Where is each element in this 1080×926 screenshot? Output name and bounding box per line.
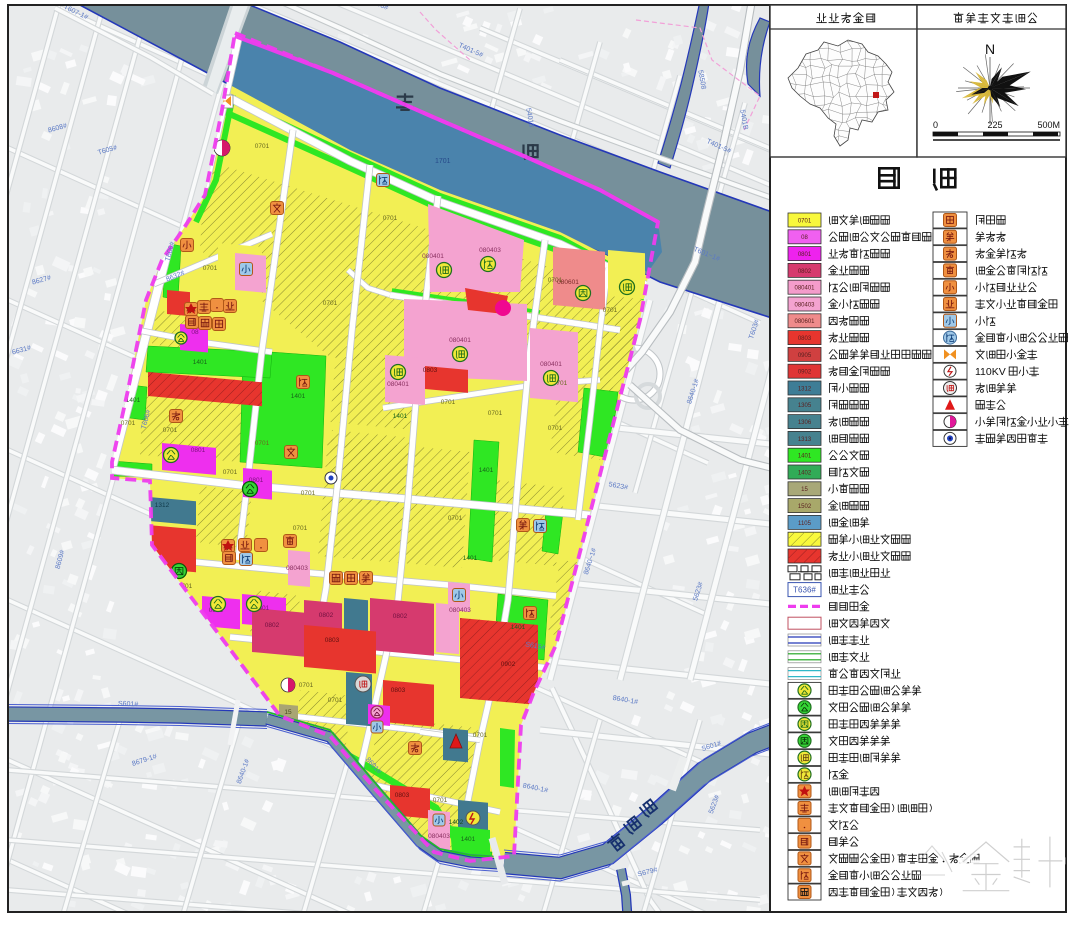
svg-text:1401: 1401 <box>461 836 476 843</box>
svg-text:0701: 0701 <box>603 307 618 314</box>
svg-text:0701: 0701 <box>163 427 178 434</box>
svg-text:0802: 0802 <box>393 613 408 620</box>
svg-text:N: N <box>985 41 995 57</box>
svg-text:8609#: 8609# <box>55 549 67 570</box>
svg-text:T606#: T606# <box>141 409 153 430</box>
svg-text:0701: 0701 <box>323 300 338 307</box>
svg-text:0902: 0902 <box>501 661 516 668</box>
svg-text:080401: 080401 <box>540 361 562 368</box>
svg-text:0701: 0701 <box>121 420 136 427</box>
svg-text:1402: 1402 <box>798 470 812 476</box>
svg-text:5401B: 5401B <box>738 109 748 130</box>
svg-text:080401: 080401 <box>449 337 471 344</box>
svg-text:0803: 0803 <box>395 792 410 799</box>
svg-text:0801: 0801 <box>191 447 206 454</box>
svg-text:080403: 080403 <box>428 833 450 840</box>
svg-text:080401: 080401 <box>794 286 815 292</box>
svg-text:110KV: 110KV <box>975 366 1006 378</box>
svg-text:080601: 080601 <box>794 319 815 325</box>
svg-text:1401: 1401 <box>393 413 408 420</box>
svg-text:1401: 1401 <box>798 454 812 460</box>
svg-text:0803: 0803 <box>325 637 340 644</box>
svg-text:15: 15 <box>801 487 808 493</box>
svg-text:1312: 1312 <box>155 502 170 509</box>
svg-text:080601: 080601 <box>557 279 579 286</box>
svg-text:0701: 0701 <box>203 265 218 272</box>
svg-text:1401: 1401 <box>511 624 526 631</box>
svg-text:080403: 080403 <box>286 565 308 572</box>
svg-text:1502: 1502 <box>798 504 812 510</box>
svg-text:0701: 0701 <box>548 277 563 284</box>
svg-text:1401: 1401 <box>463 555 478 562</box>
svg-text:0701: 0701 <box>301 490 316 497</box>
svg-text:0803: 0803 <box>423 367 438 374</box>
svg-text:0701: 0701 <box>448 515 463 522</box>
svg-text:1305: 1305 <box>798 403 812 409</box>
svg-text:0802: 0802 <box>319 612 334 619</box>
svg-text:0701: 0701 <box>798 218 812 224</box>
svg-text:T606#: T606# <box>165 241 177 262</box>
svg-text:0701: 0701 <box>255 440 270 447</box>
svg-text:080403: 080403 <box>449 607 471 614</box>
svg-text:S601#: S601# <box>118 701 139 709</box>
svg-text:54018: 54018 <box>524 108 534 128</box>
svg-text:080403: 080403 <box>794 302 815 308</box>
svg-text:0802: 0802 <box>265 622 280 629</box>
svg-text:58508: 58508 <box>696 70 706 90</box>
svg-text:0701: 0701 <box>299 682 314 689</box>
svg-text:1312: 1312 <box>798 386 812 392</box>
svg-text:0701: 0701 <box>473 732 488 739</box>
svg-text:080401: 080401 <box>387 381 409 388</box>
svg-text:0701: 0701 <box>488 410 503 417</box>
svg-text:08: 08 <box>191 329 199 336</box>
svg-text:0701: 0701 <box>548 425 563 432</box>
svg-text:500M: 500M <box>1037 120 1060 130</box>
svg-text:1105: 1105 <box>798 521 812 527</box>
svg-text:0701: 0701 <box>553 380 568 387</box>
svg-text:1401: 1401 <box>126 397 141 404</box>
svg-text:0701: 0701 <box>293 525 308 532</box>
svg-text:S679#: S679# <box>637 867 658 879</box>
svg-text:0902: 0902 <box>798 370 812 376</box>
svg-text:1401: 1401 <box>291 393 306 400</box>
svg-text:080401: 080401 <box>422 253 444 260</box>
svg-text:0701: 0701 <box>441 399 456 406</box>
svg-text:1402: 1402 <box>449 819 464 826</box>
svg-text:S615#: S615# <box>525 641 546 651</box>
svg-text:0701: 0701 <box>223 469 238 476</box>
svg-text:080403: 080403 <box>479 247 501 254</box>
svg-text:1401: 1401 <box>479 467 494 474</box>
svg-text:0801: 0801 <box>798 252 812 258</box>
svg-text:0803: 0803 <box>798 336 812 342</box>
svg-text:0701: 0701 <box>255 143 270 150</box>
svg-text:1306: 1306 <box>798 420 812 426</box>
svg-text:0801: 0801 <box>249 477 264 484</box>
svg-text:225: 225 <box>987 120 1002 130</box>
svg-text:15: 15 <box>284 709 292 716</box>
svg-text:T603#: T603# <box>368 0 389 12</box>
svg-text:0801: 0801 <box>255 605 270 612</box>
svg-text:0802: 0802 <box>798 269 812 275</box>
svg-text:0701: 0701 <box>383 215 398 222</box>
svg-text:1701: 1701 <box>435 158 451 165</box>
svg-text:T636#: T636# <box>793 586 816 595</box>
svg-text:0905: 0905 <box>798 353 812 359</box>
svg-text:1313: 1313 <box>798 437 812 443</box>
svg-text:08: 08 <box>801 235 808 241</box>
svg-text:1401: 1401 <box>193 359 208 366</box>
svg-text:0803: 0803 <box>391 687 406 694</box>
svg-text:0701: 0701 <box>433 797 448 804</box>
svg-text:5623#: 5623# <box>608 481 628 491</box>
svg-text:0: 0 <box>933 120 938 130</box>
svg-text:8640-1#: 8640-1# <box>612 695 639 706</box>
svg-text:0701: 0701 <box>328 697 343 704</box>
